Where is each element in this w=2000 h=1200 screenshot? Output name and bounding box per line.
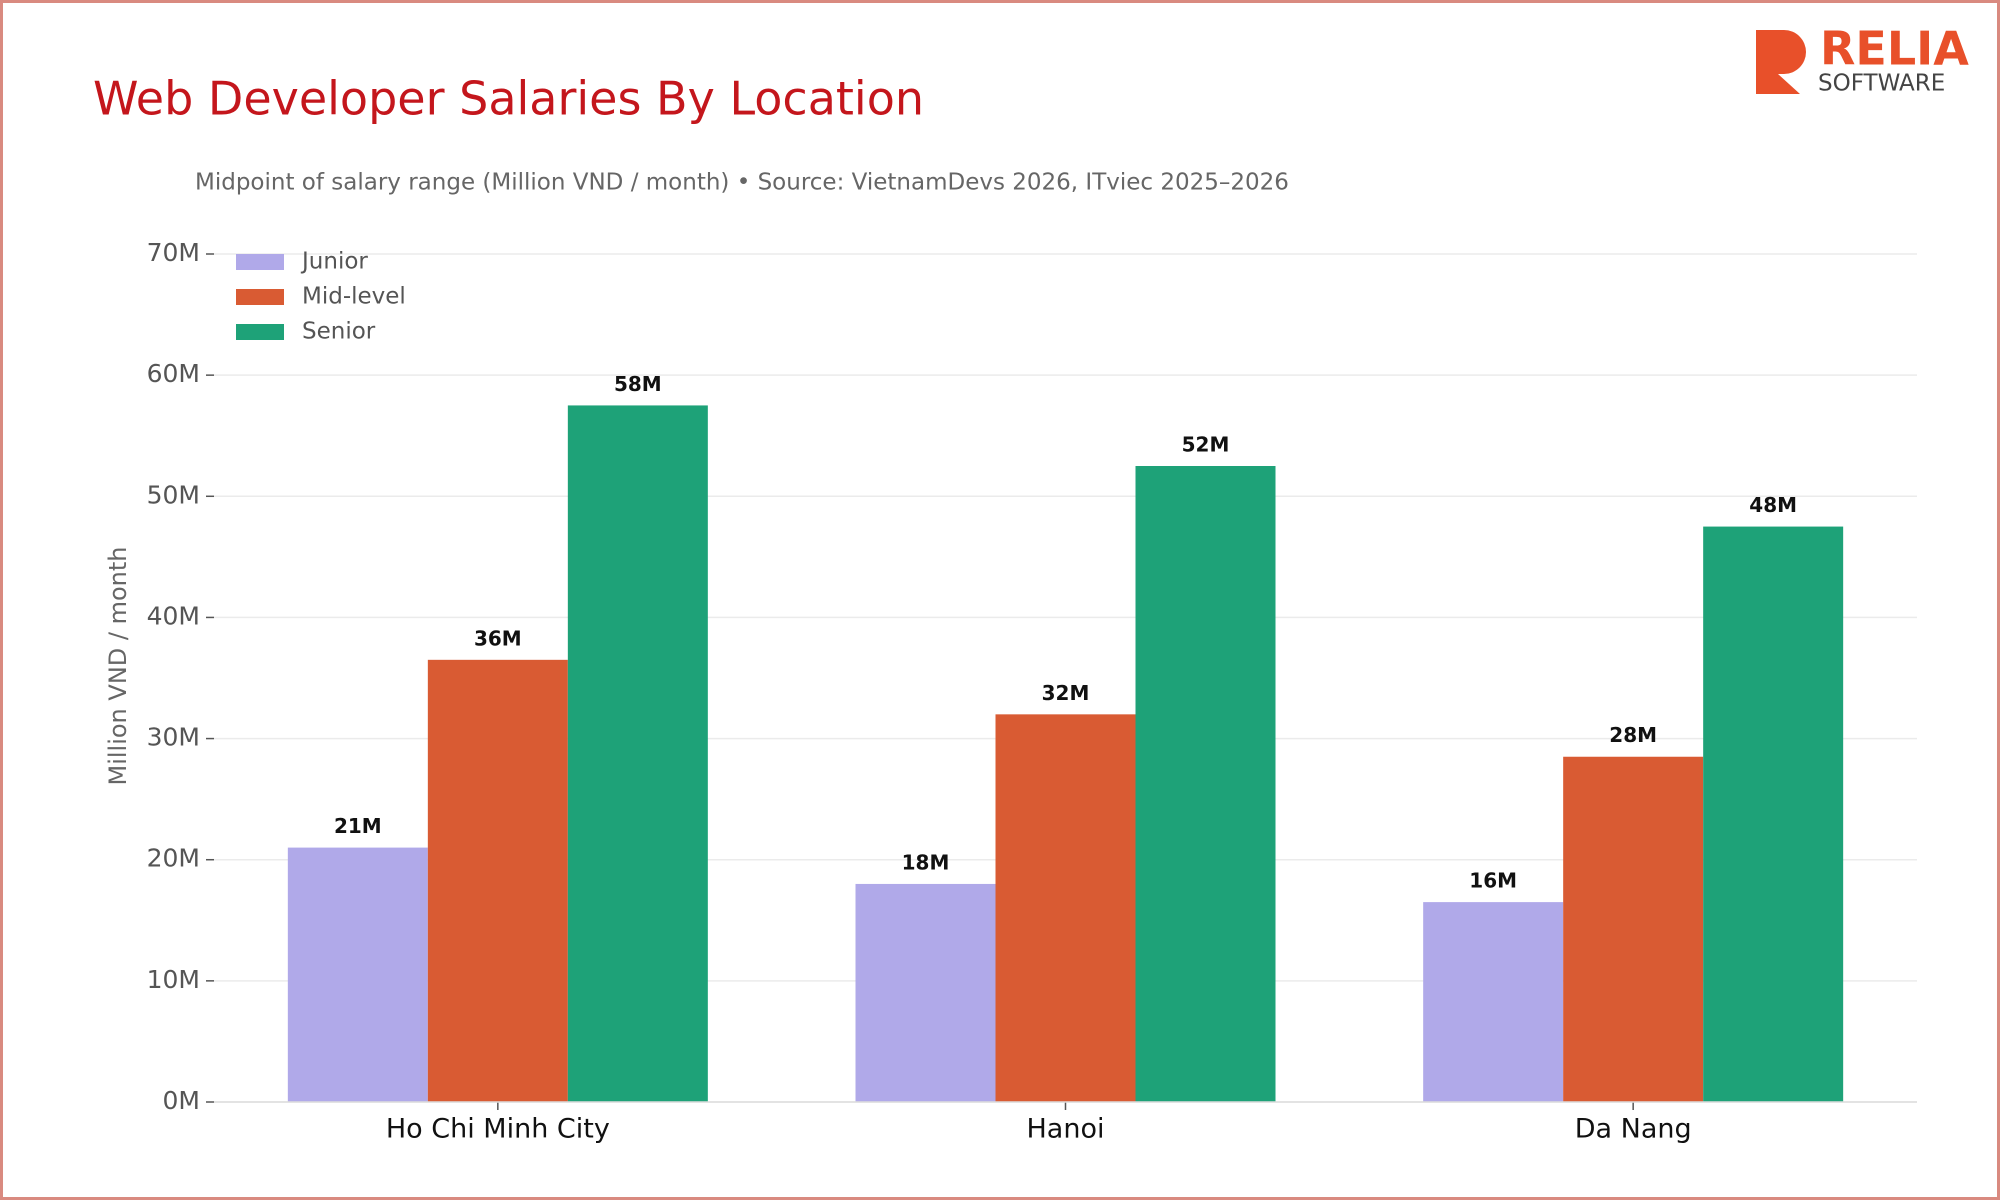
legend-swatch: [236, 254, 284, 270]
logo-name: RELIA: [1820, 22, 1969, 76]
value-label: 58M: [614, 372, 662, 396]
logo-tagline: SOFTWARE: [1818, 71, 1945, 97]
legend-label: Senior: [302, 319, 376, 345]
y-tick-label: 50M: [147, 480, 200, 509]
legend-label: Junior: [300, 249, 368, 275]
value-label: 28M: [1609, 723, 1657, 747]
bar: [995, 714, 1136, 1102]
value-label: 36M: [474, 626, 522, 650]
bar: [287, 847, 428, 1102]
chart-title: Web Developer Salaries By Location: [93, 72, 924, 126]
logo-icon: [1756, 30, 1806, 94]
bar: [567, 405, 708, 1102]
y-tick-label: 60M: [147, 359, 200, 388]
legend-swatch: [236, 289, 284, 305]
bar: [1563, 756, 1704, 1102]
logo: RELIA SOFTWARE: [1756, 22, 1969, 97]
bar: [427, 659, 568, 1102]
value-label: 32M: [1042, 681, 1090, 705]
value-label: 21M: [334, 814, 382, 838]
y-tick-label: 70M: [147, 238, 200, 267]
y-tick-label: 10M: [147, 965, 200, 994]
value-label: 52M: [1182, 433, 1230, 457]
value-label: 16M: [1469, 869, 1517, 893]
legend-swatch: [236, 324, 284, 340]
y-tick-label: 30M: [147, 723, 200, 752]
y-axis-label: Million VND / month: [104, 547, 132, 786]
y-tick-label: 40M: [147, 601, 200, 630]
bar: [1703, 526, 1844, 1102]
legend-label: Mid-level: [302, 284, 406, 310]
y-tick-label: 0M: [163, 1086, 200, 1115]
x-tick-label: Hanoi: [1027, 1114, 1105, 1145]
value-label: 48M: [1749, 493, 1797, 517]
x-tick-label: Da Nang: [1575, 1114, 1692, 1145]
bar: [855, 883, 996, 1102]
value-label: 18M: [902, 850, 950, 874]
bar: [1135, 466, 1276, 1102]
bar: [1423, 902, 1564, 1102]
chart-subtitle: Midpoint of salary range (Million VND / …: [195, 170, 1289, 196]
y-tick-label: 20M: [147, 844, 200, 873]
x-tick-label: Ho Chi Minh City: [386, 1114, 610, 1145]
